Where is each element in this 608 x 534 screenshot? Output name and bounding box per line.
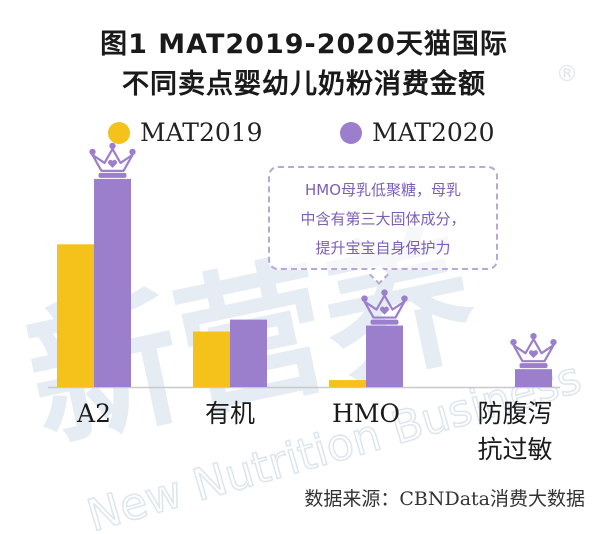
data-source: 数据来源：CBNData消费大数据 [304,488,585,510]
callout-line1: HMO母乳低聚糖，母乳 [304,181,462,199]
bar-mat2019-organic [193,331,230,387]
bar-mat2020-organic [230,319,267,387]
callout-line2: 中含有第三大固体成分， [300,210,466,228]
bar-mat2020-hmo [366,325,403,387]
crown-icon-anti-diarrhea [510,332,557,369]
registered-mark: ® [556,62,578,87]
legend-item-mat2020: MAT2020 [340,118,495,147]
legend-label-mat2020: MAT2020 [372,118,495,147]
category-label-organic: 有机 [204,399,255,428]
bar-mat2019-a2 [57,244,94,387]
category-label-anti-diarrhea: 防腹泻 抗过敏 [477,399,553,464]
bar-mat2019-hmo [329,380,366,387]
crown-icon-hmo [361,289,408,325]
callout-line3: 提升宝宝自身保护力 [315,239,451,257]
bar-mat2020-anti-diarrhea [515,369,552,387]
crown-icon-a2 [89,142,136,178]
bar-mat2020-a2 [94,178,131,387]
category-label-hmo: HMO [332,399,400,428]
legend-label-mat2019: MAT2019 [140,118,263,147]
hmo-callout: HMO母乳低聚糖，母乳 中含有第三大固体成分， 提升宝宝自身保护力 [268,166,498,270]
chart-title-line1: 图1 MAT2019-2020天猫国际 [100,29,508,60]
legend-swatch-mat2020 [340,121,362,144]
category-label-a2: A2 [77,399,111,428]
legend-item-mat2019: MAT2019 [108,118,263,147]
legend-swatch-mat2019 [108,121,130,144]
legend: MAT2019 MAT2020 [0,118,608,152]
chart-title-line2: 不同卖点婴幼儿奶粉消费金额 [122,69,486,100]
